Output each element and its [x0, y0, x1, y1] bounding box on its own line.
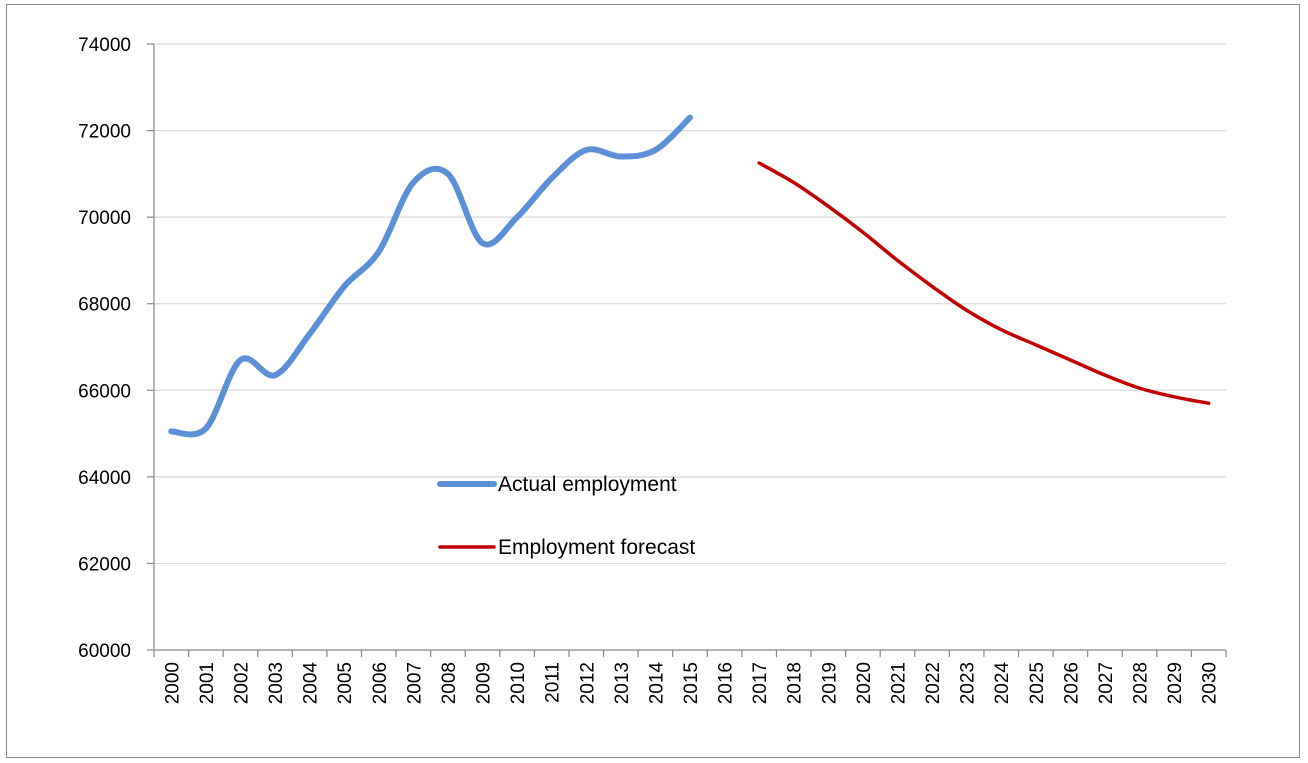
x-tick-label: 2023 [958, 662, 979, 704]
x-tick-label: 2005 [335, 662, 356, 704]
x-tick-label: 2014 [646, 662, 667, 705]
x-tick-label: 2021 [888, 662, 909, 704]
x-tick-label: 2011 [543, 662, 564, 703]
series-line-actual-employment [168, 114, 693, 438]
x-tick-label: 2024 [992, 662, 1013, 705]
y-tick-label: 70000 [78, 208, 131, 229]
x-tick-label: 2029 [1165, 662, 1186, 704]
y-tick-label: 60000 [78, 641, 131, 662]
x-tick-label: 2028 [1131, 662, 1152, 704]
series-lines [168, 114, 1211, 438]
y-tick-label: 74000 [78, 35, 131, 56]
x-tick-label: 2000 [162, 662, 183, 704]
legend: Actual employment Employment forecast [437, 473, 695, 559]
x-tick-label: 2010 [508, 662, 529, 704]
x-tick-label: 2017 [750, 662, 771, 704]
y-tick-label: 72000 [78, 122, 131, 143]
y-tick-label: 64000 [78, 468, 131, 489]
x-tick-label: 2022 [923, 662, 944, 704]
x-tick-label: 2015 [681, 662, 702, 704]
x-tick-label: 2012 [577, 662, 598, 704]
x-tick-label: 2026 [1061, 662, 1082, 704]
x-tick-label: 2007 [404, 662, 425, 704]
y-tick-label: 68000 [78, 295, 131, 316]
y-tick-label: 66000 [78, 381, 131, 402]
x-tick-label: 2004 [301, 662, 322, 705]
x-tick-label: 2020 [854, 662, 875, 704]
x-tick-label: 2016 [716, 662, 737, 704]
axes [147, 43, 1227, 657]
x-tick-label: 2019 [819, 662, 840, 704]
legend-label-forecast: Employment forecast [498, 536, 695, 559]
x-tick-label: 2001 [197, 662, 218, 704]
legend-label-actual: Actual employment [498, 473, 677, 496]
series-line-employment-forecast [757, 161, 1211, 406]
y-tick-label: 62000 [78, 554, 131, 575]
x-tick-label: 2018 [785, 662, 806, 704]
x-tick-label: 2002 [231, 662, 252, 704]
x-tick-label: 2013 [612, 662, 633, 704]
x-tick-label: 2027 [1096, 662, 1117, 704]
x-tick-label: 2006 [370, 662, 391, 704]
x-tick-label: 2003 [266, 662, 287, 704]
y-tick-labels: 60000 62000 64000 66000 68000 70000 72000 74000 [78, 35, 131, 662]
x-tick-label: 2008 [439, 662, 460, 704]
x-tick-label: 2030 [1200, 662, 1221, 704]
x-tick-label: 2025 [1027, 662, 1048, 704]
x-tick-label: 2009 [474, 662, 495, 704]
gridlines [154, 43, 1226, 565]
chart-frame [6, 4, 1300, 758]
x-tick-labels: 2000 2001 2002 2003 2004 2005 2006 2007 2008 2009… [162, 662, 1220, 705]
